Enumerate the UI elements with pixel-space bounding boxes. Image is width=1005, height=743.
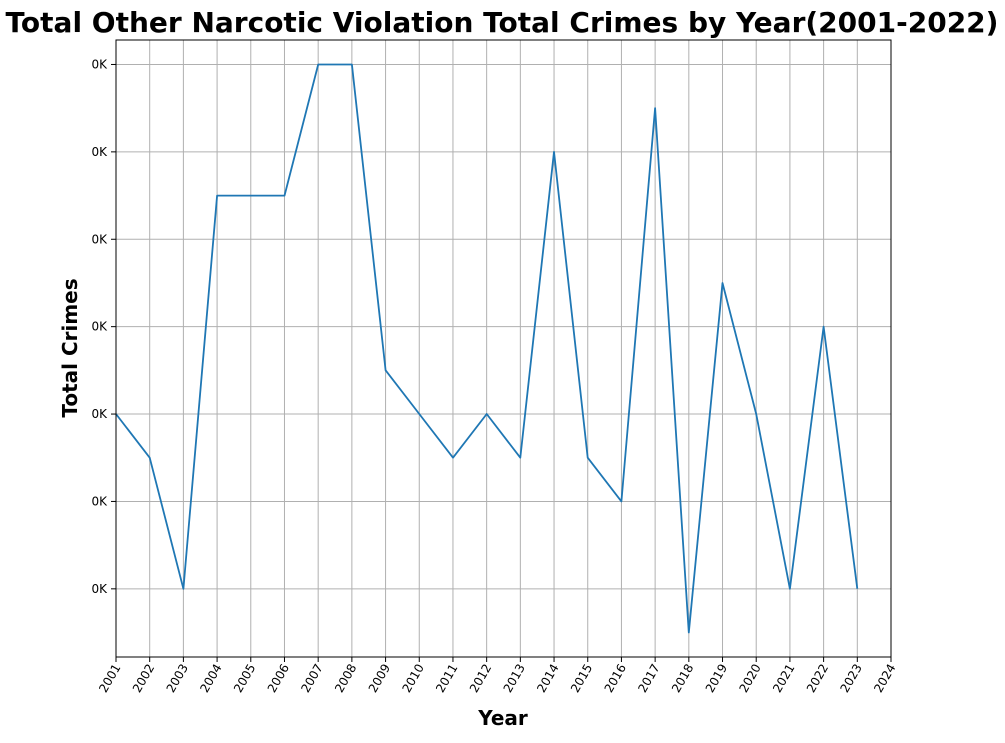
plot-frame bbox=[115, 39, 892, 658]
y-tick-label: 0K bbox=[91, 232, 108, 246]
y-tick-label: 0K bbox=[91, 494, 108, 508]
y-tick-label: 0K bbox=[91, 145, 108, 159]
series-line bbox=[115, 63, 859, 634]
y-axis-label: Total Crimes bbox=[58, 278, 82, 417]
y-tick-label: 0K bbox=[91, 57, 108, 71]
grid-lines bbox=[115, 40, 892, 657]
y-tick-label: 0K bbox=[91, 582, 108, 596]
series-layer bbox=[115, 63, 859, 634]
y-axis-ticks: 0K 0K 0K 0K 0K 0K 0K bbox=[91, 57, 116, 596]
chart-title: Total Other Narcotic Violation Total Cri… bbox=[6, 6, 999, 39]
y-tick-label: 0K bbox=[91, 320, 108, 334]
x-axis-label: Year bbox=[477, 706, 528, 730]
y-tick-label: 0K bbox=[91, 407, 108, 421]
